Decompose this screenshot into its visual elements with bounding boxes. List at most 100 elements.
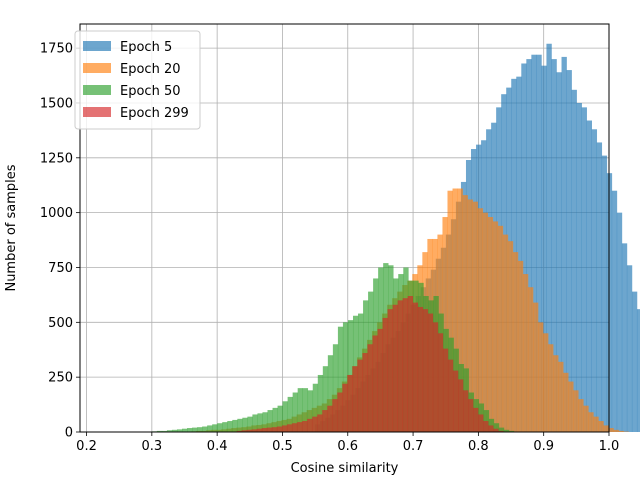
histogram-bar: [546, 43, 552, 432]
histogram-bar: [527, 287, 534, 432]
histogram-bar: [487, 217, 494, 432]
histogram-bar: [207, 425, 213, 432]
y-tick-label: 1250: [40, 151, 73, 166]
histogram-bar: [377, 328, 383, 432]
histogram-bar: [452, 370, 459, 432]
histogram-bar: [458, 379, 464, 432]
histogram-bar: [566, 70, 572, 432]
histogram-bar: [232, 419, 238, 432]
histogram-bar: [503, 429, 510, 432]
histogram-bar: [342, 322, 349, 432]
histogram-bar: [556, 72, 562, 433]
histogram-bar: [297, 388, 304, 432]
histogram-bar: [568, 381, 574, 432]
histogram-bar: [452, 188, 458, 432]
histogram-bar: [437, 333, 444, 432]
axis-ticks: 0.2 0.3 0.4 0.5 0.6 0.7 0.8 0.9 1.0 0 250 500 750 100…: [40, 42, 619, 454]
x-tick-label: 1.0: [599, 439, 620, 454]
histogram-bar: [536, 54, 542, 432]
histogram-bar: [322, 366, 329, 432]
histogram-bar: [498, 430, 504, 432]
histogram-bar: [462, 195, 468, 432]
histogram-bar: [397, 300, 403, 432]
histogram-bar: [307, 418, 313, 432]
histogram-bar: [342, 383, 348, 432]
histogram-bar: [302, 421, 308, 432]
histogram-bar: [463, 390, 469, 432]
histogram-bar: [337, 392, 343, 432]
x-axis-label: Cosine similarity: [291, 461, 399, 476]
histogram-bar: [332, 344, 339, 432]
histogram-bar: [626, 265, 633, 432]
histogram-bar: [583, 405, 589, 432]
histogram-bar: [247, 416, 253, 432]
histogram-bar: [522, 274, 529, 432]
histogram-bar: [477, 208, 483, 432]
histogram-bar: [447, 190, 453, 432]
histogram-bar: [171, 429, 178, 432]
histogram-bar: [596, 142, 603, 433]
histogram-bar: [576, 102, 582, 432]
histogram-bar: [538, 322, 544, 432]
histogram-bar: [472, 201, 478, 432]
plot-frame: [79, 23, 610, 433]
histogram-bar: [402, 298, 409, 432]
histogram-bar: [482, 212, 489, 432]
legend-label: Epoch 5: [120, 40, 172, 55]
histogram-bar: [468, 399, 474, 432]
histogram-bar: [307, 390, 314, 432]
histogram-bar: [257, 413, 263, 432]
histogram-bar: [292, 423, 298, 432]
y-tick-label: 250: [48, 371, 73, 386]
histogram-bar: [272, 407, 278, 432]
histogram-bar: [573, 390, 579, 432]
histogram-bar: [187, 428, 193, 432]
histogram-bar: [337, 326, 344, 432]
histogram-bar: [558, 361, 564, 432]
histogram-bar: [317, 414, 323, 432]
histogram-bar: [266, 427, 273, 432]
histogram-bar: [246, 429, 253, 432]
legend: Epoch 5 Epoch 20 Epoch 50 Epoch 299: [74, 30, 201, 130]
histogram-bar: [581, 107, 587, 433]
histogram-bar: [516, 76, 522, 432]
histogram-bar: [631, 291, 638, 432]
histogram-bar: [332, 399, 338, 432]
histogram-bar: [427, 313, 434, 432]
x-tick-label: 0.6: [337, 439, 358, 454]
x-tick-label: 0.2: [76, 439, 97, 454]
histogram-bar: [327, 355, 334, 432]
histogram-bar: [548, 344, 554, 432]
histogram-bar: [591, 129, 598, 432]
histogram-bar: [553, 355, 559, 432]
histogram-bar: [467, 199, 473, 432]
histogram-bar: [222, 422, 228, 432]
histogram-bar: [621, 243, 628, 432]
histogram-bar: [252, 414, 258, 432]
histogram-bar: [613, 429, 619, 432]
legend-item: Epoch 20: [83, 62, 180, 77]
histogram-bar: [532, 302, 539, 432]
histogram-bar: [166, 430, 173, 432]
legend-item: Epoch 50: [83, 84, 180, 99]
histogram-bar: [156, 430, 163, 432]
histogram-bar: [412, 302, 419, 432]
histogram-bar: [578, 399, 584, 432]
histogram-bar: [392, 304, 398, 432]
histogram-bar: [442, 348, 449, 432]
histogram-bar: [561, 56, 567, 432]
histogram-bar: [322, 410, 328, 432]
histogram-bar: [271, 427, 278, 432]
histogram-bar: [508, 430, 515, 432]
y-tick-label: 1000: [40, 206, 73, 221]
histogram-bar: [571, 89, 577, 432]
histogram-bar: [372, 335, 378, 432]
histogram-bar: [281, 425, 288, 432]
legend-swatch: [83, 85, 111, 95]
y-tick-label: 750: [48, 261, 73, 276]
histogram-bar: [603, 425, 609, 432]
legend-swatch: [83, 63, 111, 73]
histogram-bar: [563, 372, 569, 432]
histogram-bar: [352, 366, 358, 432]
